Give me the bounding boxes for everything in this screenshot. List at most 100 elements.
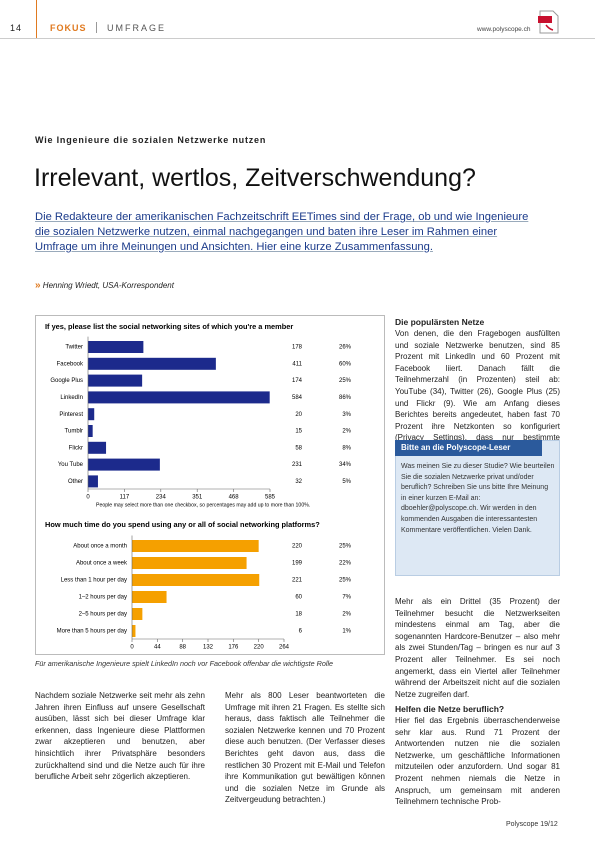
value-label: 58 (295, 445, 302, 451)
footer: Polyscope 19/12 (506, 821, 558, 828)
percent-label: 1% (342, 629, 351, 635)
value-label: 199 (292, 561, 303, 567)
chart-frame (35, 315, 385, 655)
bar (88, 341, 144, 353)
value-label: 178 (292, 345, 303, 351)
category-label: Flickr (69, 445, 83, 451)
percent-label: 2% (342, 429, 351, 435)
value-label: 32 (295, 479, 302, 485)
percent-label: 25% (339, 578, 352, 584)
bar (132, 591, 167, 603)
paragraph: Von denen, die den Fragebogen ausfüllten… (395, 329, 560, 454)
bar (88, 475, 98, 488)
category-label: About once a week (76, 561, 128, 567)
bar (132, 574, 260, 586)
chart-title: If yes, please list the social networkin… (45, 322, 293, 331)
category-label: LinkedIn (60, 395, 83, 401)
x-tick-label: 351 (192, 495, 203, 501)
bar (88, 425, 93, 437)
x-tick-label: 132 (203, 645, 214, 651)
percent-label: 26% (339, 345, 352, 351)
header-rule (0, 38, 595, 39)
x-tick-label: 468 (229, 495, 240, 501)
category-label: You Tube (58, 462, 84, 468)
value-label: 411 (292, 361, 302, 367)
x-tick-label: 117 (120, 495, 130, 501)
category-label: 1–2 hours per day (79, 595, 127, 601)
category-label: More than 5 hours per day (57, 629, 127, 635)
bar (88, 391, 270, 404)
percent-label: 8% (342, 445, 351, 451)
paragraph: Mehr als 800 Leser beantworteten die Umf… (225, 691, 385, 805)
paragraph: Hier fiel das Ergebnis überraschenderwei… (395, 716, 560, 807)
category-label: Google Plus (50, 378, 83, 384)
category-label: Other (68, 479, 83, 485)
percent-label: 25% (339, 544, 352, 550)
category-label: Tumblr (65, 429, 83, 435)
value-label: 220 (292, 544, 303, 550)
bar (132, 625, 136, 637)
info-box-title: Bitte an die Polyscope-Leser (395, 440, 542, 456)
bar (132, 540, 259, 552)
value-label: 6 (299, 629, 303, 635)
percent-label: 5% (342, 479, 351, 485)
bar (88, 357, 216, 370)
percent-label: 2% (342, 612, 351, 618)
section: FOKUS (50, 23, 87, 33)
url: www.polyscope.ch (477, 26, 531, 33)
x-tick-label: 88 (179, 645, 186, 651)
page-number: 14 (10, 23, 23, 33)
info-box (395, 440, 560, 576)
percent-label: 60% (339, 361, 352, 367)
percent-label: 25% (339, 378, 352, 384)
percent-label: 86% (339, 395, 352, 401)
x-tick-label: 44 (154, 645, 161, 651)
chart-title: How much time do you spend using any or … (45, 520, 320, 529)
paragraph: Nachdem soziale Netzwerke seit mehr als … (35, 691, 205, 782)
caption: Für amerikanische Ingenieure spielt Link… (35, 659, 334, 668)
heading: Die populärsten Netze (395, 317, 485, 327)
author: » Henning Wriedt, USA-Korrespondent (35, 280, 174, 291)
lead: Die Redakteure der amerikanischen Fachze… (35, 211, 529, 253)
value-label: 174 (292, 378, 303, 384)
category-label: Pinterest (59, 412, 83, 418)
category-label: Twitter (65, 345, 83, 351)
percent-label: 3% (342, 412, 351, 418)
author-name: Henning Wriedt, USA-Korrespondent (42, 281, 174, 290)
chart-note: People may select more than one checkbox… (96, 502, 310, 508)
bar (88, 374, 143, 387)
title: Irrelevant, wertlos, Zeitverschwendung? (34, 164, 476, 192)
value-label: 584 (292, 395, 303, 401)
percent-label: 34% (339, 462, 352, 468)
kicker: Wie Ingenieure die sozialen Netzwerke nu… (35, 135, 267, 145)
header-accent (36, 0, 37, 38)
bar (132, 557, 247, 569)
heading: Helfen die Netze beruflich? (395, 704, 505, 714)
x-tick-label: 234 (156, 495, 167, 501)
info-box-text: Was meinen Sie zu dieser Studie? Wie beu… (401, 463, 555, 534)
value-label: 20 (295, 412, 302, 418)
bar (88, 441, 107, 454)
x-tick-label: 264 (279, 645, 290, 651)
category-label: Facebook (57, 361, 84, 367)
bar (132, 608, 143, 620)
percent-label: 7% (342, 595, 351, 601)
x-tick-label: 585 (265, 495, 276, 501)
bar (88, 408, 95, 421)
divider (96, 22, 97, 33)
value-label: 221 (292, 578, 303, 584)
value-label: 18 (295, 612, 302, 618)
value-label: 231 (292, 462, 303, 468)
x-tick-label: 220 (254, 645, 265, 651)
subsection: UMFRAGE (107, 23, 166, 33)
x-tick-label: 0 (86, 495, 90, 501)
category-label: About once a month (73, 544, 127, 550)
author-marker: » (35, 280, 41, 291)
x-tick-label: 0 (130, 645, 134, 651)
category-label: 2–5 hours per day (79, 612, 127, 618)
percent-label: 22% (339, 561, 352, 567)
category-label: Less than 1 hour per day (61, 578, 127, 584)
value-label: 60 (295, 595, 302, 601)
value-label: 15 (295, 429, 302, 435)
